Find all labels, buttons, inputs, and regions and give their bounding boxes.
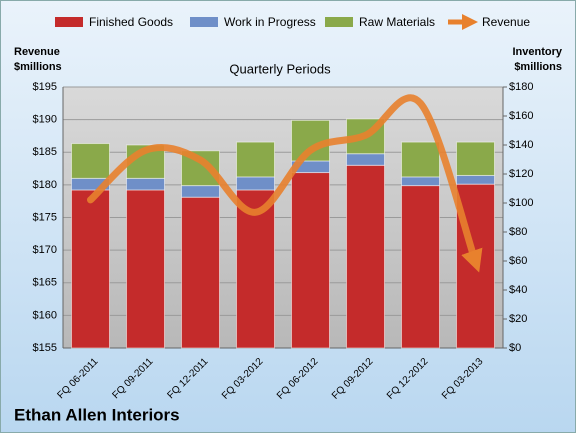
legend-swatch [325,17,353,27]
chart-title: Ethan Allen Interiors [14,405,180,424]
legend-label: Raw Materials [359,15,435,29]
y2-tick-label: $0 [509,342,521,354]
y2-axis-label: $millions [514,61,562,73]
bar-segment [401,141,440,178]
bar-segment [236,141,275,178]
y2-tick-label: $80 [509,226,527,238]
bar-segment [401,176,440,187]
y-tick-label: $170 [33,244,57,256]
legend-swatch [55,17,83,27]
y-axis-label: $millions [14,61,62,73]
y-tick-label: $160 [33,309,57,321]
subtitle: Quarterly Periods [229,61,331,76]
legend-swatch [190,17,218,27]
y2-axis-label: Inventory [512,46,562,58]
bar-segment [71,189,110,349]
bar-segment [456,174,495,185]
y-tick-label: $180 [33,179,57,191]
bar-segment [236,189,275,349]
legend-label: Finished Goods [89,15,173,29]
y-tick-label: $155 [33,342,57,354]
y2-tick-label: $60 [509,255,527,267]
bar-segment [126,177,165,191]
y2-tick-label: $140 [509,139,533,151]
y-tick-label: $195 [33,81,57,93]
bar-segment [346,153,385,166]
bar-segment [346,164,385,349]
y-tick-label: $190 [33,114,57,126]
y-tick-label: $185 [33,146,57,158]
y2-tick-label: $40 [509,284,527,296]
bar-segment [71,143,110,179]
bar-segment [126,189,165,349]
legend-label: Work in Progress [224,15,316,29]
legend-label: Revenue [482,15,530,29]
bar-segment [291,172,330,349]
bar-segment [181,185,220,198]
bar-segment [181,196,220,349]
y2-tick-label: $180 [509,81,533,93]
revenue-line [87,94,483,273]
bar-segment [236,176,275,191]
y-tick-label: $165 [33,277,57,289]
y-tick-label: $175 [33,211,57,223]
y2-tick-label: $160 [509,110,533,122]
y-axis-label: Revenue [14,46,60,58]
bar-segment [456,141,495,176]
y2-tick-label: $100 [509,197,533,209]
y2-tick-label: $20 [509,313,527,325]
y2-tick-label: $120 [509,168,533,180]
bar-segment [401,185,440,349]
